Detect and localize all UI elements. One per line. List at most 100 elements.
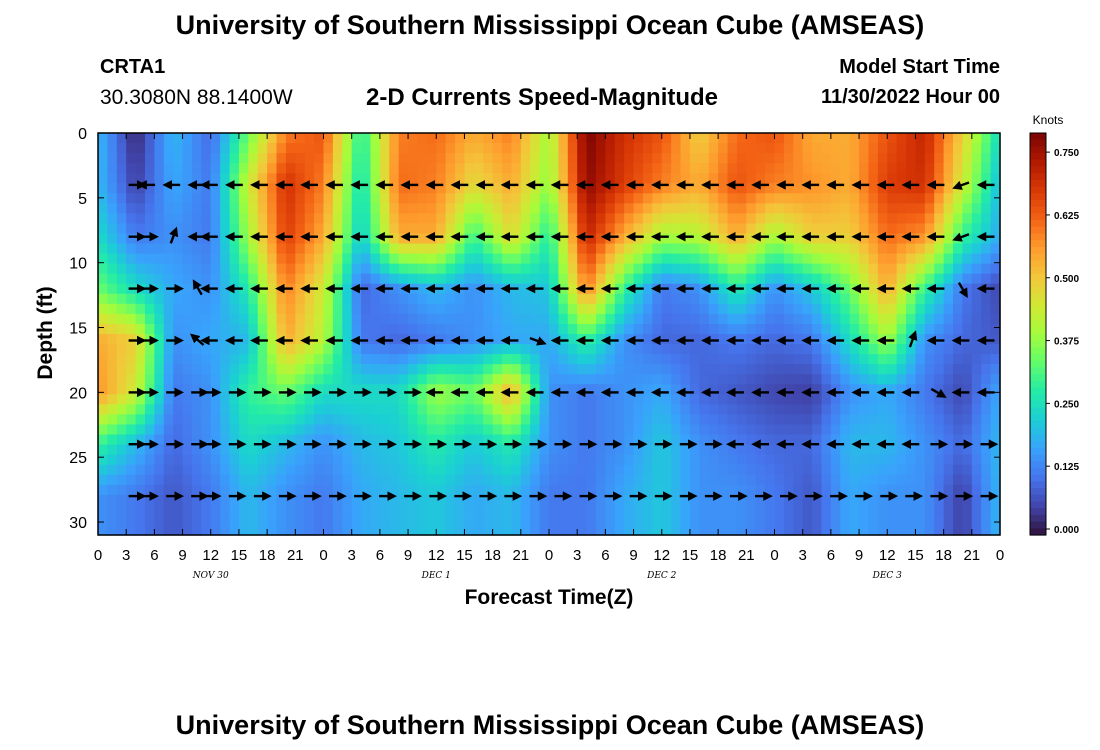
heatmap-cell — [210, 253, 221, 265]
heatmap-cell — [624, 444, 635, 456]
x-tick-label: 9 — [629, 547, 637, 564]
heatmap-cell — [746, 514, 757, 526]
heatmap-cell — [783, 454, 794, 466]
heatmap-cell — [661, 404, 672, 415]
heatmap-cell — [577, 143, 588, 154]
heatmap-cell — [558, 323, 569, 335]
heatmap-cell — [107, 464, 118, 476]
heatmap-cell — [116, 323, 127, 335]
heatmap-cell — [689, 223, 700, 235]
heatmap-cell — [755, 454, 766, 466]
heatmap-cell — [680, 454, 691, 466]
heatmap-cell — [191, 504, 202, 516]
heatmap-cell — [417, 464, 428, 476]
heatmap-cell — [549, 163, 559, 174]
heatmap-cell — [896, 514, 907, 526]
heatmap-cell — [238, 474, 249, 486]
heatmap-cell — [539, 484, 550, 496]
heatmap-cell — [652, 193, 663, 204]
heatmap-cell — [107, 384, 118, 395]
heatmap-cell — [379, 424, 390, 436]
heatmap-cell — [417, 233, 428, 245]
heatmap-cell — [126, 394, 137, 405]
heatmap-cell — [436, 484, 447, 496]
heatmap-cell — [755, 344, 766, 355]
heatmap-cell — [398, 504, 409, 516]
heatmap-cell — [943, 303, 954, 315]
heatmap-cell — [389, 454, 400, 466]
heatmap-cell — [558, 133, 569, 144]
heatmap-cell — [586, 424, 597, 436]
heatmap-cell — [520, 293, 531, 305]
heatmap-cell — [107, 334, 118, 345]
heatmap-cell — [191, 384, 202, 395]
heatmap-cell — [680, 133, 691, 144]
heatmap-cell — [624, 394, 635, 405]
heatmap-cell — [520, 133, 531, 144]
heatmap-cell — [934, 133, 945, 144]
heatmap-cell — [906, 263, 917, 275]
heatmap-cell — [492, 183, 503, 194]
heatmap-cell — [154, 223, 165, 235]
heatmap-cell — [370, 163, 381, 174]
heatmap-cell — [295, 263, 306, 275]
heatmap-cell — [934, 454, 945, 466]
heatmap-cell — [210, 273, 221, 285]
heatmap-cell — [774, 404, 785, 415]
heatmap-cell — [107, 344, 118, 355]
heatmap-cell — [351, 494, 362, 506]
heatmap-cell — [755, 374, 766, 385]
heatmap-cell — [595, 173, 606, 184]
heatmap-cell — [605, 153, 616, 164]
heatmap-cell — [408, 323, 419, 335]
heatmap-cell — [943, 173, 954, 184]
colorbar-segment — [1030, 481, 1046, 489]
heatmap-cell — [671, 163, 682, 174]
heatmap-cell — [163, 354, 174, 365]
heatmap-cell — [689, 354, 700, 365]
heatmap-cell — [455, 253, 466, 265]
heatmap-cell — [276, 193, 287, 204]
heatmap-cell — [877, 173, 888, 184]
heatmap-cell — [107, 313, 118, 325]
heatmap-cell — [257, 163, 268, 174]
heatmap-cell — [379, 233, 390, 245]
heatmap-cell — [793, 484, 804, 496]
heatmap-cell — [680, 303, 691, 315]
heatmap-cell — [238, 253, 249, 265]
heatmap-cell — [201, 354, 212, 365]
heatmap-cell — [314, 273, 325, 285]
heatmap-cell — [342, 354, 353, 365]
heatmap-cell — [953, 404, 964, 415]
heatmap-cell — [962, 323, 973, 335]
heatmap-cell — [849, 474, 860, 486]
heatmap-cell — [492, 213, 503, 225]
heatmap-cell — [210, 143, 221, 154]
heatmap-cell — [614, 243, 625, 255]
heatmap-cell — [107, 133, 118, 144]
heatmap-cell — [671, 273, 682, 285]
heatmap-cell — [285, 253, 296, 265]
heatmap-cell — [661, 253, 672, 265]
heatmap-cell — [718, 524, 729, 536]
heatmap-cell — [464, 183, 475, 194]
heatmap-cell — [971, 203, 982, 214]
heatmap-cell — [849, 344, 860, 355]
heatmap-cell — [699, 253, 710, 265]
heatmap-cell — [812, 514, 823, 526]
heatmap-cell — [680, 504, 691, 516]
heatmap-cell — [577, 293, 588, 305]
heatmap-cell — [379, 273, 390, 285]
heatmap-cell — [455, 404, 466, 415]
heatmap-cell — [783, 364, 794, 375]
heatmap-cell — [896, 133, 907, 144]
heatmap-cell — [445, 514, 456, 526]
heatmap-cell — [802, 424, 813, 436]
heatmap-cell — [417, 354, 428, 365]
heatmap-cell — [530, 404, 541, 415]
heatmap-cell — [549, 223, 559, 235]
heatmap-cell — [812, 253, 823, 265]
heatmap-cell — [135, 524, 146, 536]
heatmap-cell — [821, 163, 832, 174]
heatmap-cell — [567, 364, 578, 375]
